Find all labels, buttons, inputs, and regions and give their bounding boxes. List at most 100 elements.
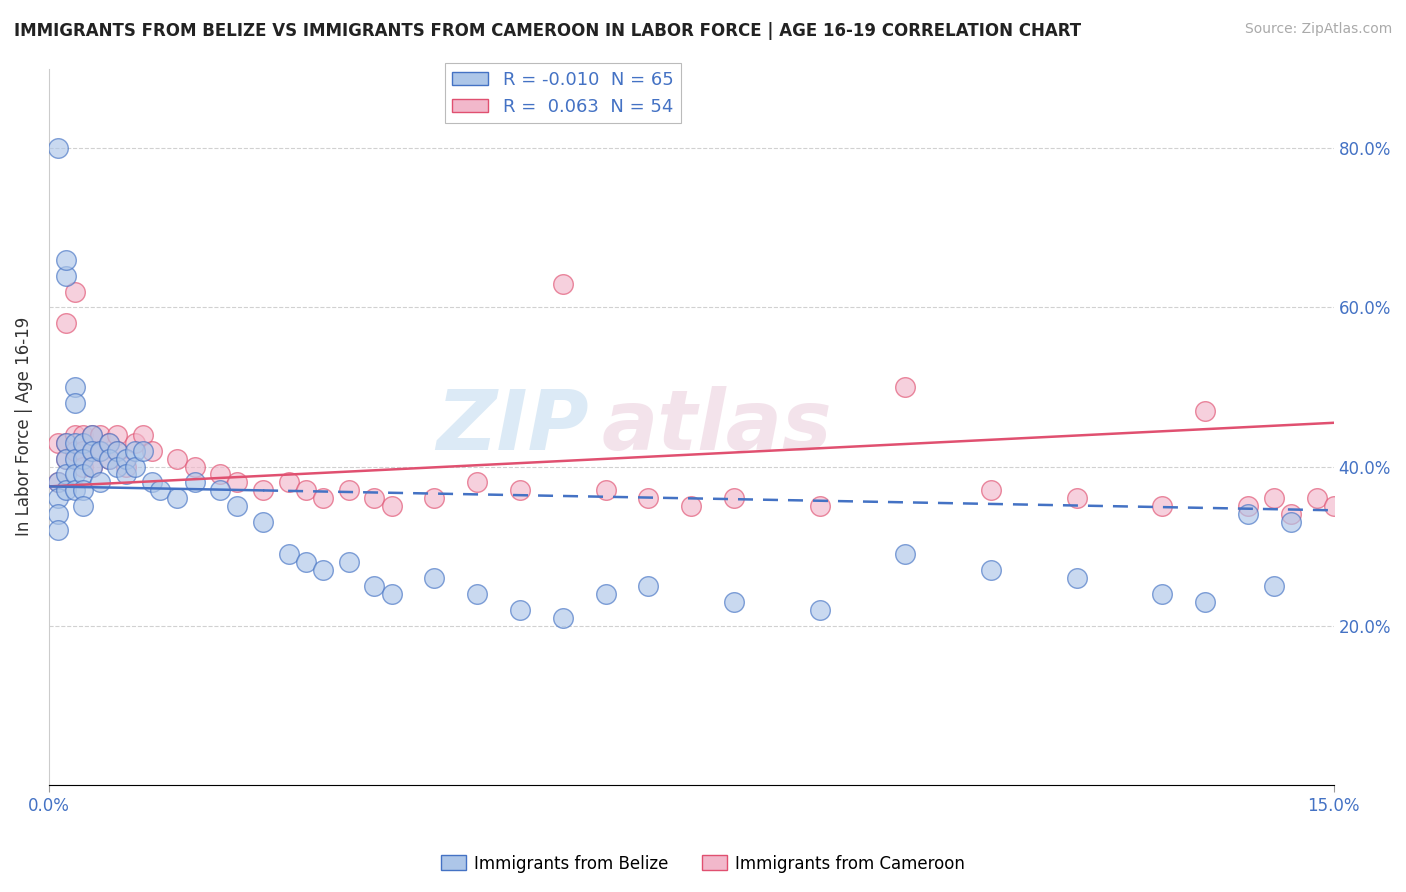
Point (63, 396, 86, 410)
Text: ZIP: ZIP (436, 386, 589, 467)
Point (980, 483, 1002, 498)
Point (149, 483, 172, 498)
Legend: Immigrants from Belize, Immigrants from Cameroon: Immigrants from Belize, Immigrants from … (434, 848, 972, 880)
Point (46, 475, 69, 490)
Point (252, 483, 274, 498)
Legend: R = -0.010  N = 65, R =  0.063  N = 54: R = -0.010 N = 65, R = 0.063 N = 54 (444, 63, 681, 123)
Point (380, 587, 402, 601)
Point (423, 491, 446, 506)
Point (72, 427, 94, 442)
Point (132, 427, 155, 442)
Point (115, 467, 138, 482)
Point (107, 443, 129, 458)
Point (808, 603, 831, 617)
Point (894, 547, 917, 561)
Point (80, 459, 103, 474)
Point (80, 443, 103, 458)
Point (723, 491, 745, 506)
Point (124, 459, 146, 474)
Point (363, 491, 385, 506)
Point (894, 380, 917, 394)
Point (465, 587, 488, 601)
Point (1237, 508, 1260, 522)
Point (551, 277, 574, 291)
Point (681, 500, 703, 514)
Point (72, 483, 94, 498)
Point (1066, 571, 1088, 585)
Point (209, 467, 232, 482)
Point (312, 563, 335, 577)
Point (55, 316, 77, 330)
Point (97, 451, 120, 466)
Point (595, 483, 617, 498)
Point (63, 285, 86, 299)
Point (46, 475, 69, 490)
Point (55, 435, 77, 450)
Point (423, 571, 446, 585)
Point (1194, 404, 1216, 418)
Point (72, 459, 94, 474)
Point (55, 451, 77, 466)
Point (141, 475, 163, 490)
Point (107, 427, 129, 442)
Point (55, 252, 77, 267)
Point (1237, 500, 1260, 514)
Point (97, 435, 120, 450)
Point (363, 579, 385, 593)
Point (46, 523, 69, 537)
Point (63, 483, 86, 498)
Point (89, 427, 111, 442)
Point (72, 435, 94, 450)
Text: IMMIGRANTS FROM BELIZE VS IMMIGRANTS FROM CAMEROON IN LABOR FORCE | AGE 16-19 CO: IMMIGRANTS FROM BELIZE VS IMMIGRANTS FRO… (14, 22, 1081, 40)
Point (63, 443, 86, 458)
Point (1066, 491, 1088, 506)
Point (63, 427, 86, 442)
Point (1323, 500, 1346, 514)
Point (72, 451, 94, 466)
Point (124, 443, 146, 458)
Point (312, 491, 335, 506)
Point (115, 451, 138, 466)
Text: atlas: atlas (602, 386, 832, 467)
Point (226, 500, 249, 514)
Point (132, 443, 155, 458)
Point (509, 483, 531, 498)
Point (63, 467, 86, 482)
Point (55, 483, 77, 498)
Point (1194, 595, 1216, 609)
Point (1152, 500, 1174, 514)
Point (226, 475, 249, 490)
Point (46, 141, 69, 155)
Point (89, 443, 111, 458)
Point (1263, 491, 1285, 506)
Point (295, 555, 318, 569)
Point (209, 483, 232, 498)
Point (72, 467, 94, 482)
Point (80, 443, 103, 458)
Point (637, 579, 659, 593)
Point (637, 491, 659, 506)
Point (595, 587, 617, 601)
Point (63, 380, 86, 394)
Point (183, 459, 205, 474)
Point (63, 451, 86, 466)
Point (80, 427, 103, 442)
Point (72, 443, 94, 458)
Point (252, 515, 274, 529)
Point (97, 451, 120, 466)
Point (1152, 587, 1174, 601)
Text: Source: ZipAtlas.com: Source: ZipAtlas.com (1244, 22, 1392, 37)
Point (337, 483, 360, 498)
Point (55, 435, 77, 450)
Point (295, 483, 318, 498)
Point (980, 563, 1002, 577)
Point (509, 603, 531, 617)
Point (55, 268, 77, 283)
Point (97, 435, 120, 450)
Point (166, 491, 188, 506)
Point (107, 459, 129, 474)
Point (89, 475, 111, 490)
Point (183, 475, 205, 490)
Point (63, 435, 86, 450)
Point (46, 435, 69, 450)
